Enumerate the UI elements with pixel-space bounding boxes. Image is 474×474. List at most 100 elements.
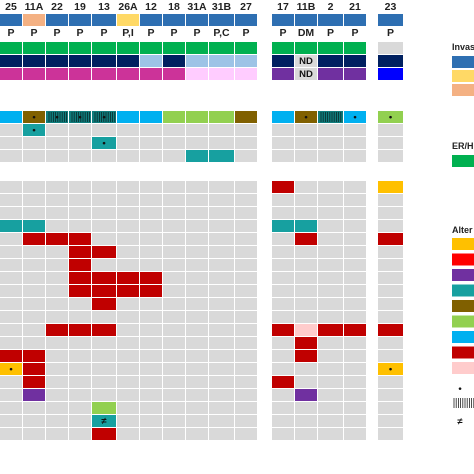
- alteration-cell-r18-c13: [92, 415, 116, 427]
- alteration-cell-r2-c19: [69, 207, 91, 219]
- alteration-cell-r10-c31A: [186, 311, 208, 323]
- alteration-cell-r3-c23: [378, 220, 403, 232]
- lesion-label-12: P: [147, 27, 154, 39]
- alteration-cell-r9-c11B: [295, 298, 317, 310]
- invasion-type-cell-27: [235, 14, 257, 26]
- alteration-cell-r14-c27: [235, 363, 257, 375]
- alteration-cell-r3-c11B: [295, 220, 317, 232]
- alteration-cell-r3-c2: [318, 220, 343, 232]
- alteration-cell-r13-c31B: [209, 350, 234, 362]
- sample-id-13: 13: [98, 1, 110, 13]
- alteration-cell-r17-c11B: [295, 402, 317, 414]
- alteration-cell-r12-c21: [344, 337, 366, 349]
- alteration-cell-r13-c27: [235, 350, 257, 362]
- legend-neq-symbol: ≠: [457, 417, 463, 428]
- lesion-label-11B: DM: [298, 27, 315, 39]
- alteration-cell-r11-c27: [235, 324, 257, 336]
- receptor-cell-r0-c27: [235, 42, 257, 54]
- alteration-cell-r19-c25: [0, 428, 22, 440]
- alteration-cell-r5-c12: [140, 246, 162, 258]
- alteration-cell-r2-c11A: [23, 207, 45, 219]
- alteration-cell-r14-c17: [272, 363, 294, 375]
- invasion-type-cell-13: [92, 14, 116, 26]
- sample-id-11A: 11A: [25, 1, 44, 13]
- subtype-cell-r2-c11A: [23, 137, 45, 149]
- receptor-cell-r0-c18: [163, 42, 185, 54]
- alteration-cell-r4-c13: [92, 233, 116, 245]
- alteration-cell-r19-c2: [318, 428, 343, 440]
- alteration-cell-r0-c13: [92, 181, 116, 193]
- alteration-cell-r7-c18: [163, 272, 185, 284]
- alteration-cell-r14-c31B: [209, 363, 234, 375]
- subtype-cell-r2-c11B: [295, 137, 317, 149]
- legend-alteration-swatch-lime: [452, 315, 474, 328]
- alteration-cell-r11-c17: [272, 324, 294, 336]
- alteration-cell-r17-c18: [163, 402, 185, 414]
- lesion-label-19: P: [76, 27, 83, 39]
- invasion-type-cell-2: [318, 14, 343, 26]
- alteration-cell-r10-c27: [235, 311, 257, 323]
- alteration-cell-r12-c2: [318, 337, 343, 349]
- alteration-cell-r15-c21: [344, 376, 366, 388]
- sample-id-27: 27: [240, 1, 252, 13]
- alteration-cell-r6-c27: [235, 259, 257, 271]
- subtype-cell-r1-c17: [272, 124, 294, 136]
- alteration-cell-r16-c31A: [186, 389, 208, 401]
- alteration-cell-r11-c31B: [209, 324, 234, 336]
- receptor-cell-r2-c23: [378, 68, 403, 80]
- alteration-cell-r18-c22: [46, 415, 68, 427]
- alteration-cell-r1-c25: [0, 194, 22, 206]
- alteration-cell-r5-c11B: [295, 246, 317, 258]
- subtype-cell-r1-c2: [318, 124, 343, 136]
- sample-id-23: 23: [385, 1, 397, 13]
- legend-alterations-title: Alter: [452, 225, 473, 235]
- alteration-cell-r19-c31A: [186, 428, 208, 440]
- alteration-cell-r8-c18: [163, 285, 185, 297]
- alteration-cell-r1-c12: [140, 194, 162, 206]
- sample-id-12: 12: [145, 1, 157, 13]
- alteration-cell-r18-c12: [140, 415, 162, 427]
- alteration-cell-r13-c19: [69, 350, 91, 362]
- alteration-cell-r16-c31B: [209, 389, 234, 401]
- alteration-cell-r7-c2: [318, 272, 343, 284]
- invasion-type-cell-23: [378, 14, 403, 26]
- alteration-cell-r3-c31B: [209, 220, 234, 232]
- invasion-type-cell-12: [140, 14, 162, 26]
- subtype-cell-r3-c31B: [209, 150, 234, 162]
- alteration-cell-r8-c2: [318, 285, 343, 297]
- lesion-label-18: P: [170, 27, 177, 39]
- alteration-cell-r18-c11A: [23, 415, 45, 427]
- alteration-cell-r1-c23: [378, 194, 403, 206]
- alteration-cell-r17-c17: [272, 402, 294, 414]
- alteration-cell-r13-c18: [163, 350, 185, 362]
- alteration-cell-r2-c17: [272, 207, 294, 219]
- lesion-label-21: P: [351, 27, 358, 39]
- receptor-cell-r0-c13: [92, 42, 116, 54]
- subtype-cell-r0-c21: [344, 111, 366, 123]
- receptor-cell-r1-c19: [69, 55, 91, 67]
- receptor-cell-r0-c25: [0, 42, 22, 54]
- alteration-cell-r17-c31A: [186, 402, 208, 414]
- alteration-cell-r14-c19: [69, 363, 91, 375]
- alteration-cell-r16-c23: [378, 389, 403, 401]
- subtype-cell-r1-c19: [69, 124, 91, 136]
- subtype-cell-r1-c11A: [23, 124, 45, 136]
- sample-id-22: 22: [51, 1, 63, 13]
- legend-dot-symbol: •: [458, 384, 462, 395]
- legend-alteration-swatch-orange: [452, 238, 474, 250]
- alteration-cell-r3-c17: [272, 220, 294, 232]
- receptor-cell-r1-c2: [318, 55, 343, 67]
- sample-id-18: 18: [168, 1, 180, 13]
- alteration-cell-r12-c17: [272, 337, 294, 349]
- alteration-cell-r12-c18: [163, 337, 185, 349]
- alteration-cell-r15-c11B: [295, 376, 317, 388]
- lesion-label-22: P: [53, 27, 60, 39]
- subtype-cell-r0-c26A: [117, 111, 139, 123]
- alteration-cell-r8-c31A: [186, 285, 208, 297]
- alteration-cell-r11-c23: [378, 324, 403, 336]
- alteration-cell-r3-c11A: [23, 220, 45, 232]
- alteration-cell-r11-c18: [163, 324, 185, 336]
- alteration-cell-r6-c21: [344, 259, 366, 271]
- receptor-cell-r1-c31A: [186, 55, 208, 67]
- invasion-type-cell-21: [344, 14, 366, 26]
